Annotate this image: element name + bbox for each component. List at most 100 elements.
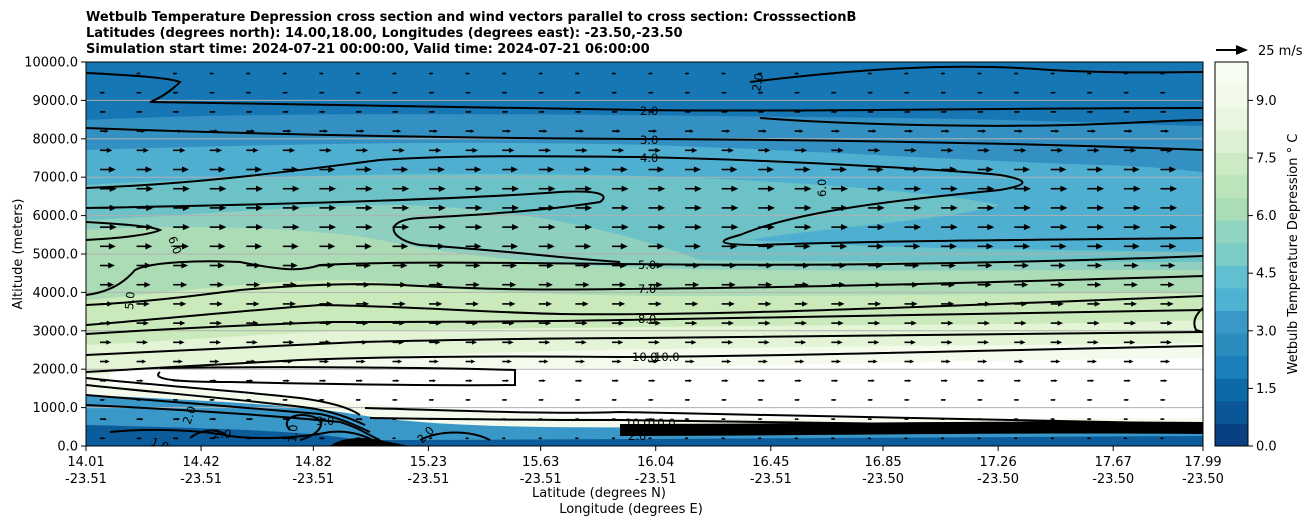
wind-vector-head bbox=[505, 91, 508, 94]
wind-vector-head bbox=[364, 166, 372, 173]
wind-vector-head bbox=[399, 301, 406, 307]
x-tick-label-lon: -23.51 bbox=[520, 472, 562, 487]
wind-vector-head bbox=[140, 417, 144, 421]
wind-vector-head bbox=[765, 301, 772, 307]
wind-vector-head bbox=[580, 359, 586, 364]
wind-vector-head bbox=[582, 147, 588, 153]
wind-vector-head bbox=[728, 301, 735, 307]
wind-vectors bbox=[100, 72, 1178, 440]
wind-vector-head bbox=[725, 110, 728, 114]
wind-vector-head bbox=[1163, 110, 1167, 114]
wind-vector-head bbox=[840, 243, 848, 250]
contour-label-1-low: 1.0 bbox=[285, 424, 301, 443]
colorbar-ticks: 0.0 1.5 3.0 4.5 6.0 7.5 9.0 bbox=[1248, 94, 1277, 455]
contour-line-6-b bbox=[86, 221, 163, 241]
wind-vector-head bbox=[1097, 223, 1105, 231]
contour-line-low-3 bbox=[86, 394, 371, 433]
wind-vector-head bbox=[252, 340, 258, 345]
wind-vector-head bbox=[723, 437, 726, 440]
wind-vector-head bbox=[322, 437, 326, 440]
y-tick-label: 1000.0 bbox=[33, 401, 79, 416]
wind-vector-head bbox=[431, 418, 434, 421]
wind-vector-head bbox=[653, 359, 659, 364]
wind-vector-head bbox=[946, 359, 951, 364]
wind-vector-head bbox=[472, 147, 478, 153]
wind-vector-head bbox=[291, 243, 299, 250]
wind-vector-head bbox=[577, 72, 580, 75]
wind-vector-head bbox=[1022, 262, 1030, 269]
wind-vector-head bbox=[692, 301, 699, 307]
wind-vector-head bbox=[913, 166, 921, 173]
wind-vector-head bbox=[1165, 129, 1170, 133]
wind-vector-head bbox=[1132, 166, 1140, 173]
wind-vector-head bbox=[763, 129, 767, 133]
wind-vector-head bbox=[909, 359, 915, 364]
wind-vector-head bbox=[106, 340, 112, 345]
wind-vector-head bbox=[872, 129, 877, 133]
wind-vector-head bbox=[1167, 301, 1174, 307]
wind-vector-head bbox=[1090, 91, 1093, 94]
wind-vector-head bbox=[216, 320, 223, 326]
contour-label-10-b: 10.0 bbox=[654, 350, 680, 364]
wind-vector-head bbox=[509, 281, 517, 288]
wind-vector-head bbox=[838, 301, 845, 307]
wind-vector-head bbox=[876, 243, 884, 250]
wind-vector-head bbox=[730, 243, 738, 250]
wind-vector-head bbox=[581, 340, 587, 345]
title-line-1: Wetbulb Temperature Depression cross sec… bbox=[86, 10, 856, 25]
wind-vector-head bbox=[254, 281, 261, 288]
wind-vector-head bbox=[731, 185, 739, 192]
wind-vector-head bbox=[797, 72, 800, 75]
wind-vector-head bbox=[285, 91, 289, 94]
wind-vector-head bbox=[691, 320, 698, 326]
wind-vector-head bbox=[104, 129, 109, 133]
wind-vector-head bbox=[401, 243, 409, 250]
wind-vector-head bbox=[327, 262, 335, 269]
wind-vector-head bbox=[359, 417, 364, 421]
wind-vector-head bbox=[506, 379, 510, 383]
wind-vector-head bbox=[103, 417, 108, 421]
wind-vector-head bbox=[766, 262, 774, 269]
wind-vector-head bbox=[542, 110, 545, 114]
quiver-key: 25 m/s bbox=[1216, 44, 1303, 59]
wind-vector-head bbox=[291, 166, 299, 173]
wind-vector-head bbox=[877, 185, 885, 192]
wind-vector-head bbox=[467, 437, 470, 440]
wind-vector-head bbox=[1021, 301, 1028, 307]
wind-vector-head bbox=[144, 281, 151, 288]
wind-vector-head bbox=[987, 185, 995, 192]
wind-vector-head bbox=[948, 281, 956, 288]
wind-vector-head bbox=[472, 320, 478, 326]
wind-vector-head bbox=[1017, 110, 1021, 114]
wind-vector-head bbox=[1126, 418, 1129, 421]
wind-vector-head bbox=[1127, 379, 1131, 383]
wind-vector-head bbox=[764, 340, 770, 345]
wind-vector-head bbox=[986, 243, 994, 250]
wind-vector-head bbox=[841, 185, 849, 192]
wind-vector-head bbox=[326, 147, 332, 153]
wind-vector-head bbox=[950, 204, 958, 212]
wind-vector-head bbox=[292, 223, 300, 231]
contour-line-9 bbox=[86, 331, 1203, 356]
wind-vector-head bbox=[431, 437, 433, 440]
wind-vector-head bbox=[876, 166, 884, 173]
contour-label-6-upper: 6.0 bbox=[815, 179, 829, 197]
wind-vector-head bbox=[177, 379, 181, 383]
y-tick-label: 3000.0 bbox=[33, 324, 79, 339]
wind-vector-head bbox=[833, 72, 836, 75]
wind-vector-head bbox=[434, 359, 439, 364]
wind-vector-head bbox=[1132, 243, 1140, 250]
wind-vector-head bbox=[289, 340, 295, 345]
wind-vector-head bbox=[1059, 243, 1067, 250]
contour-line-8 bbox=[86, 309, 1203, 335]
wind-vector-head bbox=[468, 91, 471, 94]
wind-vector-head bbox=[910, 340, 916, 345]
wind-vector-head bbox=[1060, 204, 1068, 212]
colorbar-step bbox=[1215, 333, 1248, 357]
wind-vector-head bbox=[181, 166, 189, 173]
wind-vector-head bbox=[693, 166, 701, 173]
y-tick-label: 4000.0 bbox=[33, 286, 79, 301]
wind-vector-head bbox=[505, 110, 509, 114]
wind-vector-head bbox=[1058, 262, 1066, 269]
